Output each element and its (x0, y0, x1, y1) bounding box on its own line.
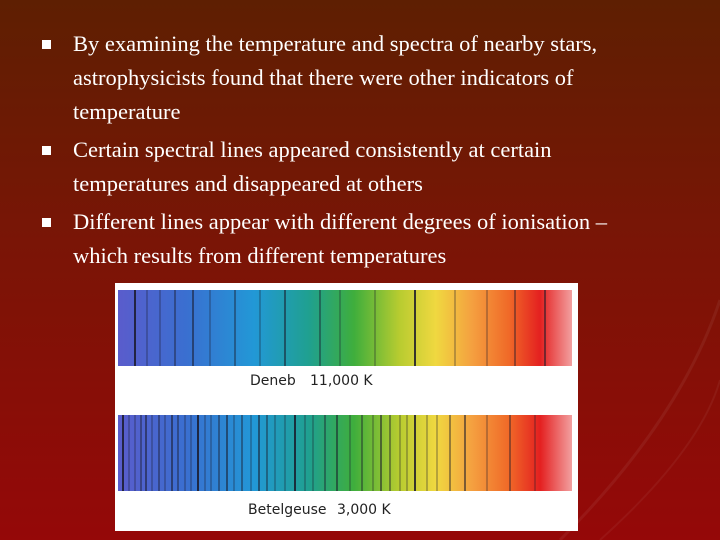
bullet-text: By examining the temperature and spectra… (73, 31, 598, 124)
spectra-figure: Deneb 11,000 K Betelgeuse 3,000 K (115, 283, 578, 531)
spectrum-band (118, 290, 572, 366)
bullet-marker (42, 40, 51, 49)
bullet-marker (42, 146, 51, 155)
star-name: Betelgeuse (248, 502, 327, 518)
star-name: Deneb (250, 373, 296, 389)
spectrum (118, 290, 572, 366)
star-temperature: 11,000 K (310, 373, 373, 389)
bullet: By examining the temperature and spectra… (40, 27, 660, 129)
bullet-list: By examining the temperature and spectra… (40, 27, 660, 277)
bullet-marker (42, 218, 51, 227)
spectrum (118, 415, 572, 491)
spectrum-band (118, 415, 572, 491)
bullet: Certain spectral lines appeared consiste… (40, 133, 660, 201)
bullet: Different lines appear with different de… (40, 205, 660, 273)
bullet-text: Different lines appear with different de… (73, 209, 607, 268)
star-temperature: 3,000 K (337, 502, 392, 518)
bullet-text: Certain spectral lines appeared consiste… (73, 137, 552, 196)
